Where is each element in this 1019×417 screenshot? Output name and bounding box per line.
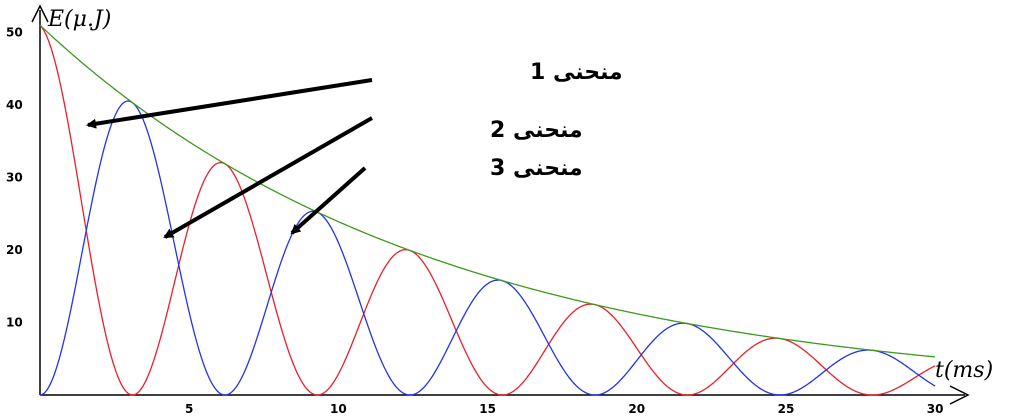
x-axis-arrow [949,385,970,405]
series-line-3 [39,24,936,358]
y-tick-label: 50 [6,26,23,40]
x-axis-label: t(ms) [935,358,993,383]
series-line-1 [39,24,936,396]
curve-label-1: منحنی 1 [530,60,623,85]
x-tick-label: 10 [330,402,347,416]
y-tick-label: 30 [6,171,23,185]
y-tick-label: 20 [6,243,23,257]
y-tick-label: 10 [6,316,23,330]
x-tick-label: 15 [479,402,496,416]
curve-label-3: منحنی 3 [490,156,583,181]
x-tick-label: 25 [778,402,795,416]
y-axis-label: E(μ.J) [47,7,111,32]
x-tick-label: 30 [927,402,944,416]
arrow-curve-3 [290,166,367,235]
series-line-2 [39,100,936,396]
x-tick-label: 5 [185,402,193,416]
y-tick-label: 40 [6,98,23,112]
arrow-curve-2 [163,116,373,239]
arrow-curve-1 [86,78,373,129]
curve-label-2: منحنی 2 [490,118,583,143]
curve-annotations: منحنی 1 منحنی 2 منحنی 3 [86,60,623,239]
x-tick-label: 20 [628,402,645,416]
y-axis-arrow [31,4,49,23]
